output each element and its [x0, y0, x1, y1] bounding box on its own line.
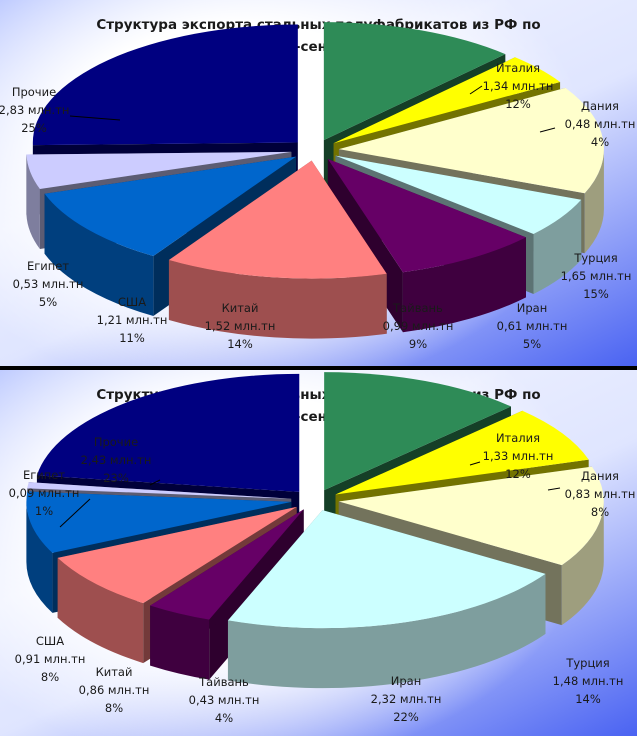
category-label: США — [118, 295, 146, 309]
leader-line — [469, 461, 481, 466]
data-label-тайвань: Тайвань 0,99 млн.тн 9% — [383, 301, 454, 351]
category-label: Египет — [27, 259, 69, 273]
percent-label: 12% — [505, 467, 531, 481]
chart-title-line1: Структура экспорта стальных полуфабрикат… — [96, 17, 541, 33]
data-label-иран: Иран 0,61 млн.тн 5% — [497, 301, 568, 351]
value-label: 1,33 млн.тн — [483, 449, 554, 463]
data-label-дания: Дания 0,48 млн.тн 4% — [565, 99, 636, 149]
category-label: Китай — [96, 665, 133, 679]
data-label-тайвань: Тайвань 0,43 млн.тн 4% — [189, 675, 260, 725]
percent-label: 8% — [591, 505, 609, 519]
percent-label: 14% — [575, 692, 601, 706]
value-label: 2,83 млн.тн — [0, 103, 69, 117]
value-label: 2,32 млн.тн — [371, 692, 442, 706]
value-label: 0,43 млн.тн — [189, 693, 260, 707]
category-label: Иран — [391, 674, 421, 688]
category-label: Тайвань — [392, 301, 443, 315]
leader-line — [59, 498, 91, 528]
percent-label: 5% — [523, 337, 541, 351]
value-label: 1,48 млн.тн — [553, 674, 624, 688]
percent-label: 1% — [35, 504, 53, 518]
category-label: США — [36, 634, 64, 648]
percent-label: 11% — [119, 331, 145, 345]
value-label: 0,53 млн.тн — [13, 277, 84, 291]
percent-label: 12% — [505, 97, 531, 111]
data-label-прочие: Прочие 2,43 млн.тн 23% — [81, 435, 152, 485]
category-label: Дания — [581, 469, 619, 483]
leader-line — [547, 487, 561, 491]
category-label: Дания — [581, 99, 619, 113]
category-label: Иран — [517, 301, 547, 315]
leader-line — [69, 115, 121, 121]
data-label-китай: Китай 1,52 млн.тн 14% — [205, 301, 276, 351]
data-label-италия: Италия 1,33 млн.тн 12% — [483, 431, 554, 481]
category-label: Прочие — [12, 85, 56, 99]
category-label: Турция — [565, 656, 609, 670]
leader-line — [539, 127, 556, 133]
value-label: 0,99 млн.тн — [383, 319, 454, 333]
value-label: 1,65 млн.тн — [561, 269, 632, 283]
percent-label: 5% — [39, 295, 57, 309]
data-label-дания: Дания 0,83 млн.тн 8% — [565, 469, 636, 519]
value-label: 0,83 млн.тн — [565, 487, 636, 501]
data-label-египет: Египет 0,09 млн.тн 1% — [9, 468, 80, 518]
leader-line — [149, 479, 161, 486]
slice-иран — [227, 510, 546, 689]
value-label: 2,43 млн.тн — [81, 453, 152, 467]
percent-label: 25% — [21, 121, 47, 135]
data-label-турция: Турция 1,65 млн.тн 15% — [561, 251, 632, 301]
category-label: Италия — [496, 431, 540, 445]
percent-label: 23% — [103, 471, 129, 485]
percent-label: 9% — [409, 337, 427, 351]
data-label-иран: Иран 2,32 млн.тн 22% — [371, 674, 442, 724]
value-label: 1,52 млн.тн — [205, 319, 276, 333]
data-label-прочие: Прочие 2,83 млн.тн 25% — [0, 85, 69, 135]
value-label: 0,86 млн.тн — [79, 683, 150, 697]
value-label: 1,34 млн.тн — [483, 79, 554, 93]
data-label-италия: Италия 1,34 млн.тн 12% — [483, 61, 554, 111]
data-label-сша: США 1,21 млн.тн 11% — [97, 295, 168, 345]
category-label: Италия — [496, 61, 540, 75]
chart-panel-top: Структура экспорта стальных полуфабрикат… — [0, 0, 637, 366]
leader-line — [469, 85, 483, 95]
value-label: 0,48 млн.тн — [565, 117, 636, 131]
percent-label: 8% — [105, 701, 123, 715]
percent-label: 15% — [583, 287, 609, 301]
value-label: 0,09 млн.тн — [9, 486, 80, 500]
category-label: Тайвань — [198, 675, 249, 689]
chart-panel-bottom: Структура экспорта стальных полуфабрикат… — [0, 370, 637, 736]
value-label: 1,21 млн.тн — [97, 313, 168, 327]
data-label-сша: США 0,91 млн.тн 8% — [15, 634, 86, 684]
category-label: Турция — [573, 251, 617, 265]
category-label: Китай — [222, 301, 259, 315]
data-label-китай: Китай 0,86 млн.тн 8% — [79, 665, 150, 715]
data-label-египет: Египет 0,53 млн.тн 5% — [13, 259, 84, 309]
value-label: 0,61 млн.тн — [497, 319, 568, 333]
pie-chart-bottom: Италия 1,33 млн.тн 12% Дания 0,83 млн.тн 8% Ту… — [9, 372, 636, 725]
percent-label: 22% — [393, 710, 419, 724]
pie-chart-top: Италия 1,34 млн.тн 12% Дания 0,48 млн.тн 4% Ту… — [0, 22, 636, 351]
category-label: Прочие — [94, 435, 138, 449]
slice-китай — [168, 160, 387, 339]
percent-label: 4% — [591, 135, 609, 149]
category-label: Египет — [23, 468, 65, 482]
data-label-турция: Турция 1,48 млн.тн 14% — [553, 656, 624, 706]
percent-label: 14% — [227, 337, 253, 351]
value-label: 0,91 млн.тн — [15, 652, 86, 666]
percent-label: 4% — [215, 711, 233, 725]
percent-label: 8% — [41, 670, 59, 684]
